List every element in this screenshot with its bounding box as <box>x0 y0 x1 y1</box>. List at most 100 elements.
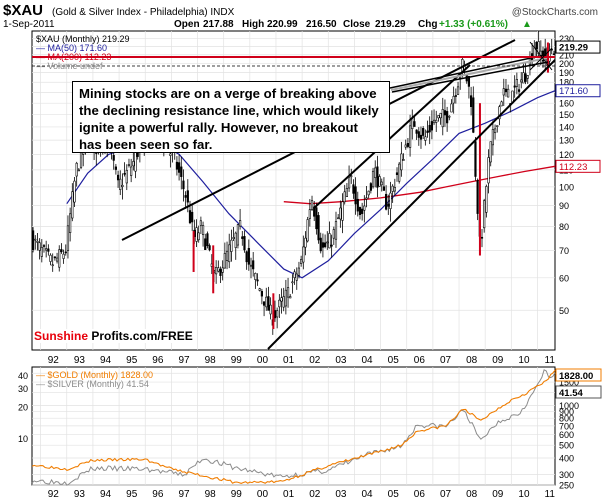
brand-watermark: Sunshine Profits.com/FREE <box>33 329 194 343</box>
lower-channel-line <box>267 59 556 350</box>
candle-up <box>51 264 54 267</box>
candle-down <box>247 247 250 265</box>
metals-left-tick: 10 <box>18 434 28 444</box>
candle-down <box>454 95 457 97</box>
price-last-value-labels: 219.29 171.60 112.23 <box>555 40 601 173</box>
metals-right-tick: 800 <box>559 414 574 424</box>
candle-up <box>197 232 200 241</box>
metals-legend-item: — $GOLD (Monthly) 1828.00 <box>36 370 153 380</box>
wedge-line-a <box>529 41 553 71</box>
candle-up <box>276 310 279 318</box>
candle-up <box>223 253 226 269</box>
metals-grid <box>32 367 555 486</box>
candle-down <box>480 236 484 239</box>
metals-x-tick: 92 <box>48 489 60 500</box>
candle-down <box>262 301 266 306</box>
metals-x-tick: 01 <box>283 489 295 500</box>
candle-up <box>125 170 128 184</box>
candle-down <box>245 251 248 263</box>
chart-symbol: $XAU <box>3 2 43 19</box>
price-x-tick: 02 <box>309 355 321 366</box>
candle-up <box>310 200 314 210</box>
candle-red <box>192 231 195 272</box>
candle-up <box>522 72 525 84</box>
candle-up <box>341 201 344 221</box>
candle-down <box>422 128 425 136</box>
candle-up <box>526 75 529 79</box>
candle-down <box>430 121 433 131</box>
candle-down <box>474 141 477 177</box>
candle-up <box>121 184 124 187</box>
candle-up <box>441 109 444 128</box>
ma200-line <box>283 165 556 205</box>
candle-up <box>289 296 292 299</box>
candle-up <box>62 253 65 259</box>
price-legend-item: $XAU (Monthly) 219.29 <box>36 34 130 44</box>
candle-up <box>119 178 122 190</box>
chart-date: 1-Sep-2011 <box>3 19 55 30</box>
high-value: 220.99 <box>267 19 298 30</box>
price-last-label: 112.23 <box>559 162 587 173</box>
candle-up <box>334 221 338 240</box>
candle-down <box>417 131 420 138</box>
candle-down <box>123 173 126 175</box>
candle-up <box>450 103 453 113</box>
candle-up <box>502 88 505 96</box>
candle-up <box>265 296 268 308</box>
candle-up <box>437 115 440 119</box>
candle-down <box>267 296 270 311</box>
metals-right-tick: 300 <box>559 470 574 480</box>
candle-red <box>272 293 275 330</box>
candle-down <box>315 207 318 230</box>
candle-down <box>64 251 67 254</box>
metals-x-tick: 05 <box>388 489 400 500</box>
candle-up <box>258 288 261 291</box>
price-y-tick: 140 <box>559 122 574 132</box>
metals-x-tick: 98 <box>205 489 217 500</box>
metals-x-tick: 04 <box>362 489 374 500</box>
silver-path <box>31 369 556 486</box>
candle-down <box>413 121 416 127</box>
candle-down <box>467 76 471 87</box>
metals-right-tick: 500 <box>559 441 574 451</box>
candle-down <box>208 245 211 251</box>
metals-legend: — $GOLD (Monthly) 1828.00— $SILVER (Mont… <box>36 370 153 389</box>
price-y-tick: 70 <box>559 246 569 256</box>
candle-up <box>280 297 283 302</box>
candle-up <box>239 220 242 227</box>
candle-down <box>175 161 179 170</box>
candle-down <box>387 203 390 207</box>
price-x-tick: 96 <box>152 355 164 366</box>
price-x-tick: 93 <box>74 355 86 366</box>
candle-up <box>217 267 220 272</box>
price-last-label-box <box>555 40 601 54</box>
candle-up <box>38 242 41 251</box>
candle-down <box>419 134 423 140</box>
candle-up <box>402 159 405 161</box>
trend-lines <box>32 39 556 350</box>
price-x-tick: 94 <box>100 355 112 366</box>
candle-up <box>45 248 48 251</box>
candle-up <box>389 192 392 210</box>
candle-up <box>34 238 37 241</box>
price-y-tick: 200 <box>559 59 574 69</box>
candle-down <box>415 129 418 134</box>
candle-up <box>300 259 303 264</box>
candle-down <box>186 190 189 203</box>
candle-up <box>304 237 307 248</box>
candle-down <box>513 85 516 88</box>
candle-up <box>398 163 401 182</box>
candle-up <box>225 250 229 261</box>
candle-down <box>385 193 388 210</box>
candle-up <box>365 197 368 200</box>
candle-down <box>395 172 399 175</box>
metals-last-label: 1828.00 <box>559 371 593 382</box>
chg-up-arrow-icon: ▲ <box>522 19 532 30</box>
candle-up <box>378 176 381 187</box>
candle-up <box>439 112 442 119</box>
metals-x-tick: 00 <box>257 489 269 500</box>
candle-up <box>493 128 497 134</box>
candle-up <box>134 152 137 172</box>
candle-up <box>374 167 377 178</box>
candle-down <box>321 242 325 248</box>
